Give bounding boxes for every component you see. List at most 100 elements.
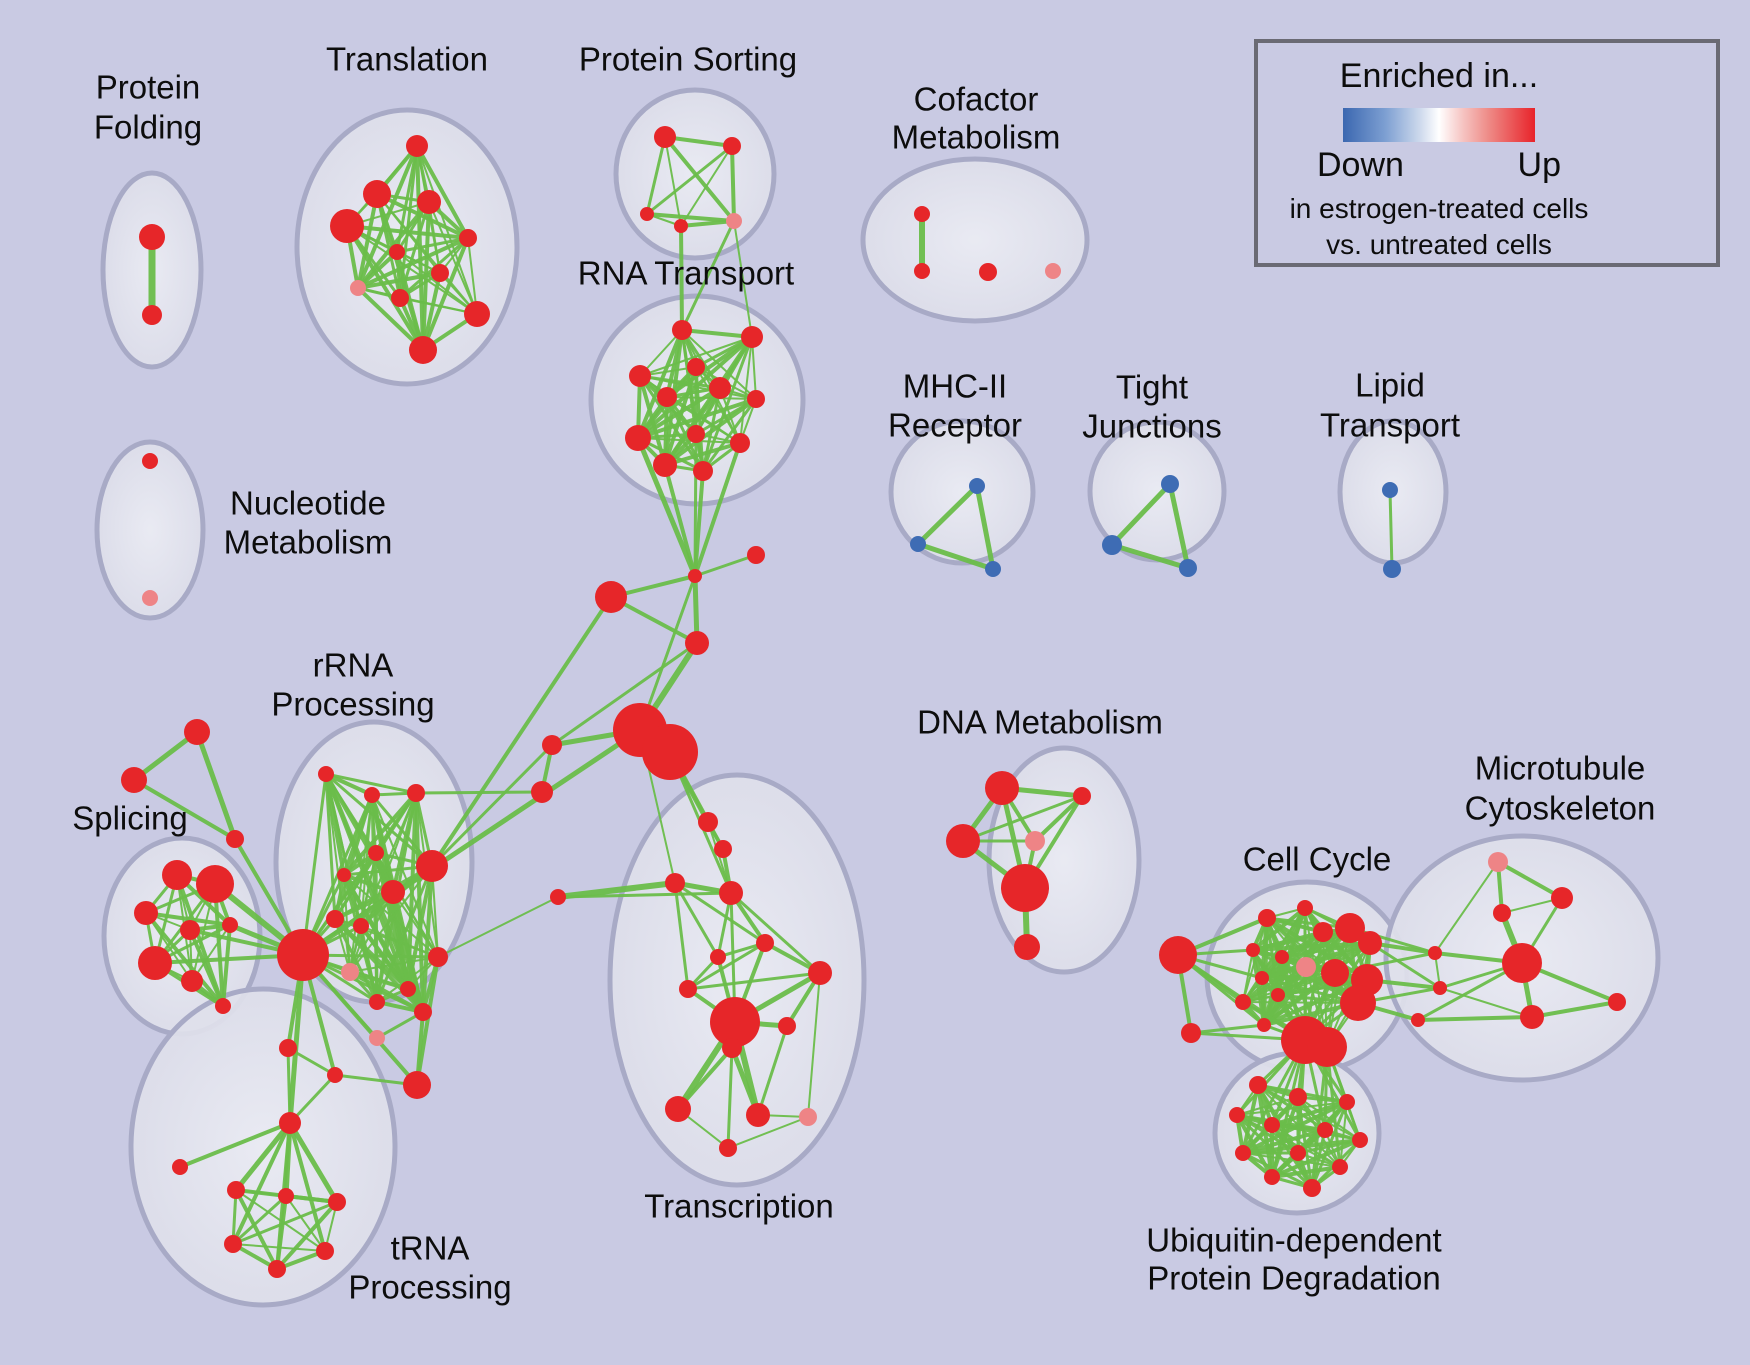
gene-set-node-rna-transport-4 — [657, 387, 677, 407]
gene-set-node-splicing-6 — [181, 970, 203, 992]
translation-edge — [421, 236, 470, 352]
microtubule-label: Microtubule — [1475, 750, 1646, 787]
gene-set-node-translation-8 — [391, 289, 409, 307]
connectors-edge — [609, 595, 699, 645]
gene-set-node-lipid-0 — [1382, 482, 1398, 498]
gene-set-node-trna-6 — [316, 1242, 334, 1260]
gene-set-node-rrna-16 — [327, 1067, 343, 1083]
rrna-edge — [349, 956, 439, 973]
gene-set-node-ubiquitin-7 — [1235, 1145, 1251, 1161]
protein-sorting-edge — [680, 145, 733, 227]
gene-set-node-protein-sorting-0 — [654, 126, 676, 148]
gene-set-node-tight-junctions-1 — [1102, 535, 1122, 555]
mhc-label: Receptor — [888, 407, 1022, 444]
gene-set-node-translation-3 — [330, 209, 364, 243]
gene-set-node-cell-cycle-9 — [1296, 957, 1316, 977]
gene-set-node-rna-transport-7 — [625, 425, 651, 451]
gene-set-node-rrna-15 — [279, 1039, 297, 1057]
transcription-edge — [673, 881, 690, 991]
rrna-edge — [375, 890, 395, 1004]
gene-set-node-transcription-12 — [665, 1096, 691, 1122]
transcription-edge — [729, 891, 822, 975]
trna-edge — [178, 1121, 292, 1169]
gene-set-node-cofactor-0 — [914, 206, 930, 222]
mhc-edge — [915, 541, 996, 572]
cell-cycle-edge — [1242, 972, 1336, 1003]
trna-label: Processing — [348, 1269, 511, 1306]
rrna-edge — [349, 891, 394, 973]
gene-set-node-cell-cycle-2 — [1258, 909, 1276, 927]
gene-set-node-transcription-1 — [714, 840, 732, 858]
gene-set-node-transcription-8 — [679, 980, 697, 998]
gene-set-node-trna-0 — [279, 1112, 301, 1134]
gene-set-node-cell-cycle-1 — [1181, 1023, 1201, 1043]
gene-set-node-protein-sorting-3 — [674, 219, 688, 233]
protein-sorting-edge — [664, 136, 682, 227]
gene-set-node-microtubule-8 — [1411, 1013, 1425, 1027]
translation-edge — [395, 236, 470, 254]
gene-set-node-protein-folding-0 — [139, 224, 165, 250]
gene-set-node-rrna-11 — [369, 994, 385, 1010]
cofactor-label: Cofactor — [914, 81, 1039, 118]
translation-edge — [346, 225, 478, 315]
cofactor-ellipse — [860, 156, 1090, 324]
trna-edge — [275, 1200, 339, 1271]
gene-set-node-rrna-13 — [414, 1003, 432, 1021]
gene-set-node-rrna-12 — [428, 947, 448, 967]
translation-label: Translation — [326, 41, 488, 78]
gene-set-node-rrna-6 — [353, 918, 369, 934]
gene-set-node-rrna-2 — [407, 784, 425, 802]
gene-set-node-splicing-9 — [184, 719, 210, 745]
connectors-edge — [693, 553, 758, 578]
cell-cycle-edge — [1280, 941, 1372, 959]
mhc-edge — [915, 483, 980, 547]
gene-set-node-microtubule-2 — [1493, 904, 1511, 922]
gene-set-node-connectors-1 — [595, 581, 627, 613]
rrna-edge — [391, 890, 425, 1014]
microtubule-edge — [1530, 1000, 1619, 1019]
gene-set-node-ubiquitin-9 — [1332, 1159, 1348, 1175]
ubiquitin-edge — [1296, 1138, 1362, 1155]
ubiquitin-edge — [1236, 1101, 1348, 1116]
cofactor-label: Metabolism — [892, 119, 1061, 156]
rrna-edge — [392, 891, 439, 958]
trna-ellipse — [128, 986, 398, 1308]
gene-set-node-rna-transport-5 — [709, 377, 731, 399]
translation-edge — [356, 144, 419, 290]
cross-cluster-edge — [430, 595, 613, 868]
rrna-edge — [406, 864, 434, 991]
cross-cluster-edge — [414, 790, 544, 795]
gene-set-node-transcription-9 — [710, 997, 760, 1047]
rrna-edge — [349, 794, 373, 973]
splicing-edge — [131, 729, 200, 783]
gene-set-node-transcription-3 — [719, 881, 743, 905]
cross-cluster-edge — [1333, 951, 1437, 975]
transcription-edge — [756, 1024, 789, 1117]
gene-set-node-transcription-15 — [719, 1139, 737, 1157]
gene-set-node-ubiquitin-4 — [1264, 1117, 1280, 1133]
gene-set-node-rrna-8 — [416, 850, 448, 882]
trna-edge — [234, 1188, 279, 1271]
gene-set-node-nucleotide-0 — [142, 453, 158, 469]
gene-set-node-splicing-0 — [162, 860, 192, 890]
gene-set-node-rna-transport-1 — [741, 326, 763, 348]
cell-cycle-label: Cell Cycle — [1243, 841, 1392, 878]
gene-set-node-trna-1 — [172, 1159, 188, 1175]
gene-set-node-rrna-4 — [337, 868, 351, 882]
splicing-label: Splicing — [72, 800, 188, 837]
trna-edge — [285, 1195, 326, 1252]
gene-set-node-cell-cycle-6 — [1358, 931, 1382, 955]
translation-edge — [399, 297, 478, 315]
transcription-edge — [673, 881, 720, 959]
microtubule-edge — [1416, 1015, 1534, 1022]
gene-set-node-rna-transport-3 — [629, 365, 651, 387]
gene-set-node-ubiquitin-2 — [1339, 1094, 1355, 1110]
protein-sorting-edge — [645, 135, 667, 216]
gene-set-node-transcription-7 — [808, 961, 832, 985]
rna-transport-edge — [680, 328, 722, 390]
cross-cluster-edge — [300, 727, 643, 958]
ubiquitin-edge — [1241, 1128, 1327, 1155]
trna-edge — [233, 1120, 293, 1193]
gene-set-node-dna-4 — [1001, 864, 1049, 912]
